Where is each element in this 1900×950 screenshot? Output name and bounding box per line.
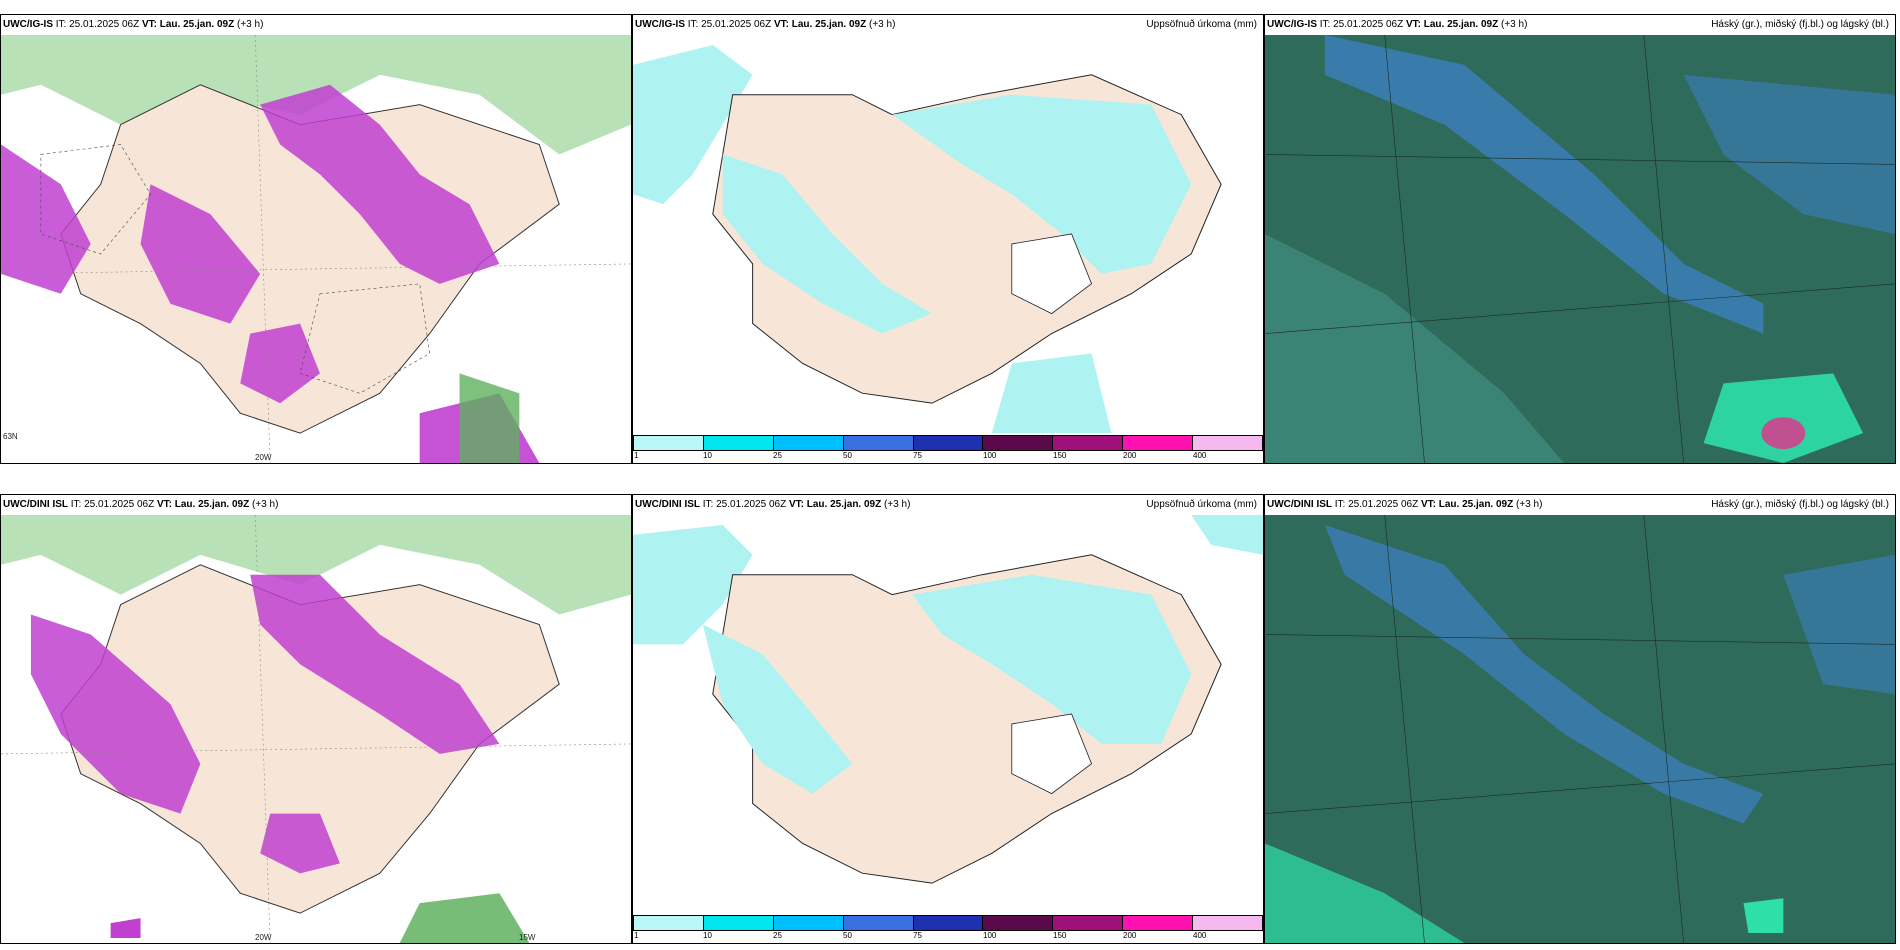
legend-tick: 25 (773, 451, 782, 460)
legend-swatch (634, 916, 704, 930)
legend-swatch (634, 436, 704, 450)
legend-swatch (703, 436, 774, 450)
panel-header: UWC/DINI ISL IT: 25.01.2025 06Z VT: Lau.… (1, 495, 631, 515)
init-time-label: IT: (687, 19, 699, 30)
model-name: UWC/IG-IS (3, 19, 53, 30)
legend-swatch (1193, 436, 1263, 450)
legend-swatch (1123, 916, 1194, 930)
model-name: UWC/IG-IS (635, 19, 685, 30)
field-title: Háský (gr.), miðský (fj.bl.) og lágský (… (1711, 19, 1889, 30)
model-name: UWC/IG-IS (1267, 19, 1317, 30)
legend-swatch (983, 436, 1054, 450)
legend-ticks: 1 10 25 50 75 100 150 200 400 (633, 931, 1263, 941)
lead-time: (+3 h) (237, 19, 264, 30)
legend-swatch (1053, 916, 1124, 930)
lead-time: (+3 h) (869, 19, 896, 30)
lead-time: (+3 h) (884, 499, 911, 510)
precip-legend: 1 10 25 50 75 100 150 200 400 (633, 435, 1263, 460)
row1-cloud-panel: UWC/IG-IS IT: 25.01.2025 06Z VT: Lau. 25… (1264, 14, 1896, 464)
init-time-label: IT: (1319, 19, 1331, 30)
legend-swatch (703, 916, 774, 930)
legend-swatch (773, 916, 844, 930)
row2-cloud-panel: UWC/DINI ISL IT: 25.01.2025 06Z VT: Lau.… (1264, 494, 1896, 944)
legend-tick: 200 (1123, 931, 1137, 940)
accum-precip-map (633, 35, 1263, 433)
field-title: Uppsöfnuð úrkoma (mm) (1146, 499, 1257, 510)
legend-colorbar (633, 435, 1263, 451)
accum-precip-map (633, 515, 1263, 913)
legend-swatch (983, 916, 1054, 930)
row1-precip-wind-panel: UWC/IG-IS IT: 25.01.2025 06Z VT: Lau. 25… (0, 14, 632, 464)
legend-swatch (1193, 916, 1263, 930)
legend-tick: 10 (703, 451, 712, 460)
legend-swatch (843, 916, 914, 930)
legend-tick: 1 (634, 451, 639, 460)
init-time: 25.01.2025 06Z (69, 19, 140, 30)
precip-wind-map (1, 515, 631, 943)
valid-time: VT: Lau. 25.jan. 09Z (1420, 499, 1514, 510)
legend-swatch (773, 436, 844, 450)
row2-accum-precip-panel: UWC/DINI ISL IT: 25.01.2025 06Z VT: Lau.… (632, 494, 1264, 944)
legend-tick: 400 (1193, 451, 1207, 460)
legend-tick: 75 (913, 931, 922, 940)
legend-tick: 75 (913, 451, 922, 460)
valid-time: VT: Lau. 25.jan. 09Z (773, 19, 867, 30)
legend-tick: 150 (1053, 931, 1067, 940)
init-time-label: IT: (55, 19, 67, 30)
legend-swatch (913, 436, 984, 450)
axis-label-20w: 20W (255, 453, 272, 462)
legend-swatch (1053, 436, 1124, 450)
legend-swatch (843, 436, 914, 450)
legend-tick: 25 (773, 931, 782, 940)
panel-header: UWC/DINI ISL IT: 25.01.2025 06Z VT: Lau.… (1265, 495, 1895, 515)
legend-ticks: 1 10 25 50 75 100 150 200 400 (633, 451, 1263, 461)
field-title: Uppsöfnuð úrkoma (mm) (1146, 19, 1257, 30)
axis-label-63n: 63N (3, 432, 18, 441)
init-time-label: IT: (70, 499, 82, 510)
legend-tick: 1 (634, 931, 639, 940)
legend-tick: 50 (843, 451, 852, 460)
legend-tick: 100 (983, 931, 997, 940)
init-time: 25.01.2025 06Z (1348, 499, 1419, 510)
model-name: UWC/DINI ISL (635, 499, 700, 510)
legend-tick: 200 (1123, 451, 1137, 460)
lead-time: (+3 h) (1501, 19, 1528, 30)
legend-tick: 100 (983, 451, 997, 460)
legend-swatch (1123, 436, 1194, 450)
axis-label-20w: 20W (255, 933, 272, 942)
panel-header: UWC/IG-IS IT: 25.01.2025 06Z VT: Lau. 25… (633, 15, 1263, 35)
row1-accum-precip-panel: UWC/IG-IS IT: 25.01.2025 06Z VT: Lau. 25… (632, 14, 1264, 464)
precip-legend: 1 10 25 50 75 100 150 200 400 (633, 915, 1263, 940)
valid-time: VT: Lau. 25.jan. 09Z (156, 499, 250, 510)
legend-colorbar (633, 915, 1263, 931)
panel-header: UWC/IG-IS IT: 25.01.2025 06Z VT: Lau. 25… (1265, 15, 1895, 35)
lead-time: (+3 h) (252, 499, 279, 510)
valid-time: VT: Lau. 25.jan. 09Z (788, 499, 882, 510)
init-time-label: IT: (1334, 499, 1346, 510)
init-time: 25.01.2025 06Z (1333, 19, 1404, 30)
precip-wind-map (1, 35, 631, 463)
valid-time: VT: Lau. 25.jan. 09Z (1405, 19, 1499, 30)
cloud-map (1265, 515, 1895, 943)
lead-time: (+3 h) (1516, 499, 1543, 510)
model-name: UWC/DINI ISL (1267, 499, 1332, 510)
field-title: Háský (gr.), miðský (fj.bl.) og lágský (… (1711, 499, 1889, 510)
valid-time: VT: Lau. 25.jan. 09Z (141, 19, 235, 30)
panel-header: UWC/DINI ISL IT: 25.01.2025 06Z VT: Lau.… (633, 495, 1263, 515)
cloud-map (1265, 35, 1895, 463)
init-time: 25.01.2025 06Z (84, 499, 155, 510)
init-time-label: IT: (702, 499, 714, 510)
legend-tick: 50 (843, 931, 852, 940)
row2-precip-wind-panel: UWC/DINI ISL IT: 25.01.2025 06Z VT: Lau.… (0, 494, 632, 944)
model-name: UWC/DINI ISL (3, 499, 68, 510)
legend-tick: 400 (1193, 931, 1207, 940)
init-time: 25.01.2025 06Z (716, 499, 787, 510)
legend-tick: 150 (1053, 451, 1067, 460)
legend-swatch (913, 916, 984, 930)
legend-tick: 10 (703, 931, 712, 940)
init-time: 25.01.2025 06Z (701, 19, 772, 30)
axis-label-15w: 15W (519, 933, 536, 942)
panel-header: UWC/IG-IS IT: 25.01.2025 06Z VT: Lau. 25… (1, 15, 631, 35)
